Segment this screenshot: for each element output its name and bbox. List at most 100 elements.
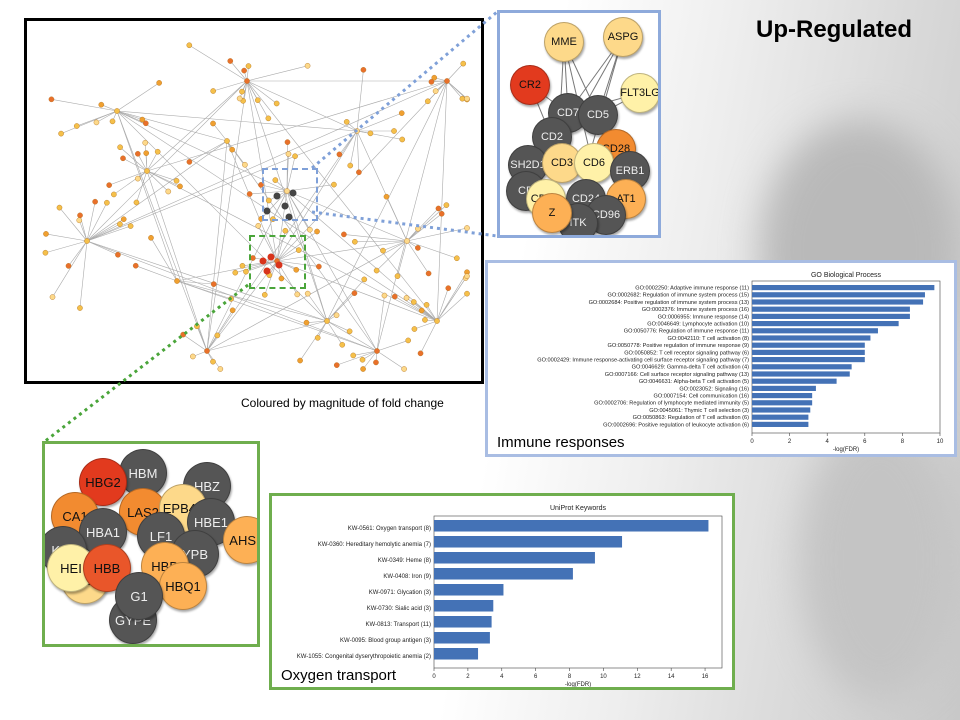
network-node: [435, 205, 442, 212]
chart-category-label: GO:0007166: Cell surface receptor signal…: [605, 372, 749, 378]
chart-category-label: GO:0050776: Regulation of immune respons…: [624, 329, 749, 335]
network-node: [359, 356, 366, 363]
chart-category-label: KW-0561: Oxygen transport (8): [348, 526, 431, 532]
chart-tick-label: 0: [432, 674, 436, 680]
network-panel: [24, 18, 484, 384]
chart-bar: [752, 393, 813, 399]
chart-category-label: KW-0095: Blood group antigen (3): [340, 638, 431, 644]
network-node: [314, 335, 321, 341]
chart-tick-label: 2: [788, 439, 792, 445]
chart-bar: [752, 292, 925, 298]
network-node: [316, 263, 322, 270]
chart-bar: [752, 321, 899, 327]
network-node: [106, 182, 112, 188]
network-node: [245, 63, 252, 69]
network-node: [464, 95, 470, 102]
network-node: [347, 162, 354, 169]
network-node: [58, 130, 64, 137]
network-node: [374, 348, 380, 354]
network-node: [127, 223, 134, 229]
chart-tick-label: 2: [466, 674, 470, 680]
network-node: [399, 136, 406, 143]
network-node: [265, 115, 272, 122]
network-node: [117, 144, 123, 151]
network-node: [239, 262, 246, 269]
network-node: [194, 323, 200, 330]
gene-node: FLT3LG: [620, 73, 658, 113]
network-node: [174, 278, 180, 284]
network-node: [373, 267, 380, 274]
chart-category-label: GO:0050778: Positive regulation of immun…: [608, 343, 750, 349]
gene-node: CD6: [574, 143, 614, 183]
network-node: [343, 119, 350, 125]
network-node: [154, 148, 161, 155]
chart-title: GO Biological Process: [811, 272, 882, 279]
chart-category-label: KW-0360: Hereditary hemolytic anemia (7): [318, 542, 431, 548]
network-node: [293, 267, 300, 273]
network-node: [104, 199, 110, 206]
chart-bar: [752, 299, 924, 305]
chart-category-label: GO:0023052: Signaling (16): [679, 386, 749, 392]
chart-category-label: KW-1055: Congenital dyserythropoietic an…: [297, 654, 431, 660]
page-title: Up-Regulated: [756, 16, 912, 43]
network-node: [336, 151, 343, 158]
network-node: [356, 169, 362, 176]
network-node: [241, 67, 247, 74]
chart-bar: [434, 632, 490, 644]
immune-panel-label: Immune responses: [497, 434, 625, 451]
network-node: [273, 192, 281, 200]
network-node: [292, 153, 298, 159]
oxygen-panel-label: Oxygen transport: [281, 667, 397, 684]
network-node: [210, 358, 216, 365]
network-node: [289, 189, 297, 197]
network-node: [229, 146, 235, 153]
chart-category-label: GO:0045061: Thymic T cell selection (3): [649, 408, 749, 414]
network-node: [259, 257, 267, 265]
chart-bar: [752, 328, 878, 334]
gene-node: HBB: [83, 544, 131, 592]
network-node: [460, 60, 467, 67]
network-node: [360, 366, 366, 372]
network-node: [391, 128, 397, 134]
network-node: [263, 267, 271, 275]
network-node: [148, 235, 154, 241]
network-node: [242, 161, 248, 168]
network-node: [307, 226, 313, 233]
chart-bar: [434, 648, 479, 660]
chart-category-label: KW-0971: Glycation (3): [369, 590, 431, 596]
network-node: [48, 96, 55, 103]
chart-tick-label: 8: [568, 674, 572, 680]
network-node: [333, 362, 340, 368]
network-node: [273, 100, 280, 107]
chart-bar: [752, 400, 813, 406]
network-node: [115, 251, 121, 258]
network-node: [294, 291, 301, 298]
network-node: [143, 120, 149, 127]
chart-category-label: KW-0730: Sialic acid (3): [367, 606, 431, 612]
network-node: [444, 78, 450, 84]
network-node: [303, 319, 310, 326]
network-node: [93, 119, 100, 126]
chart-category-label: GO:0050852: T cell receptor signaling pa…: [624, 350, 749, 356]
network-node: [381, 292, 388, 299]
network-node: [425, 98, 431, 105]
network-node: [254, 97, 261, 103]
network-node: [236, 95, 243, 102]
network-node: [111, 191, 117, 198]
chart-category-label: GO:0002706: Regulation of lymphocyte med…: [594, 401, 749, 407]
network-node: [173, 177, 180, 184]
chart-category-label: GO:0046631: Alpha-beta T cell activation…: [639, 379, 749, 385]
network-node: [229, 307, 236, 314]
chart-tick-label: 0: [750, 439, 754, 445]
chart-bar: [752, 378, 837, 384]
network-node: [352, 238, 358, 245]
network-node: [284, 188, 290, 194]
chart-tick-label: 12: [634, 674, 641, 680]
network-node: [204, 348, 210, 354]
network-node: [380, 247, 386, 254]
go-process-chart: GO Biological Process GO:0002250: Adaptiv…: [537, 272, 944, 453]
network-node: [156, 80, 162, 86]
network-node: [285, 151, 292, 157]
network-node: [418, 307, 425, 314]
oxygen-cluster-highlight: [249, 235, 306, 289]
